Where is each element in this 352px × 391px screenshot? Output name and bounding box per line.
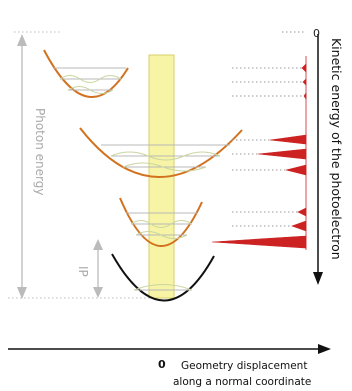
spectrum-peak	[297, 207, 307, 217]
spectrum-peak	[269, 134, 307, 145]
kinetic-energy-label: Kinetic energy of the photoelectron	[329, 38, 344, 260]
ionic-state-curve-2	[79, 127, 243, 178]
spectrum-peak	[285, 164, 307, 176]
kinetic-zero-label: 0	[313, 27, 320, 40]
geometry-zero-label: 0	[158, 358, 166, 371]
ground-state-curve	[111, 253, 215, 302]
spectrum-peak	[291, 220, 307, 232]
ionic-state-curve-3	[119, 197, 203, 247]
ionic-state-curve-1	[43, 49, 129, 98]
photon-energy-label: Photon energy	[33, 108, 47, 195]
ip-arrow	[93, 239, 103, 298]
kinetic-energy-axis	[313, 34, 323, 285]
photon-energy-arrow	[17, 34, 27, 299]
spectrum-peak	[211, 235, 307, 249]
spectrum-peak	[303, 92, 307, 100]
ip-label: IP	[76, 266, 90, 277]
spectrum-peak	[257, 148, 307, 160]
geometry-axis-label-line2: along a normal coordinate	[173, 376, 311, 388]
spectrum-peak	[302, 78, 307, 86]
geometry-axis-label-line1: Geometry displacement	[181, 360, 307, 372]
spectrum-peak	[301, 63, 307, 73]
geometry-axis	[8, 344, 331, 354]
